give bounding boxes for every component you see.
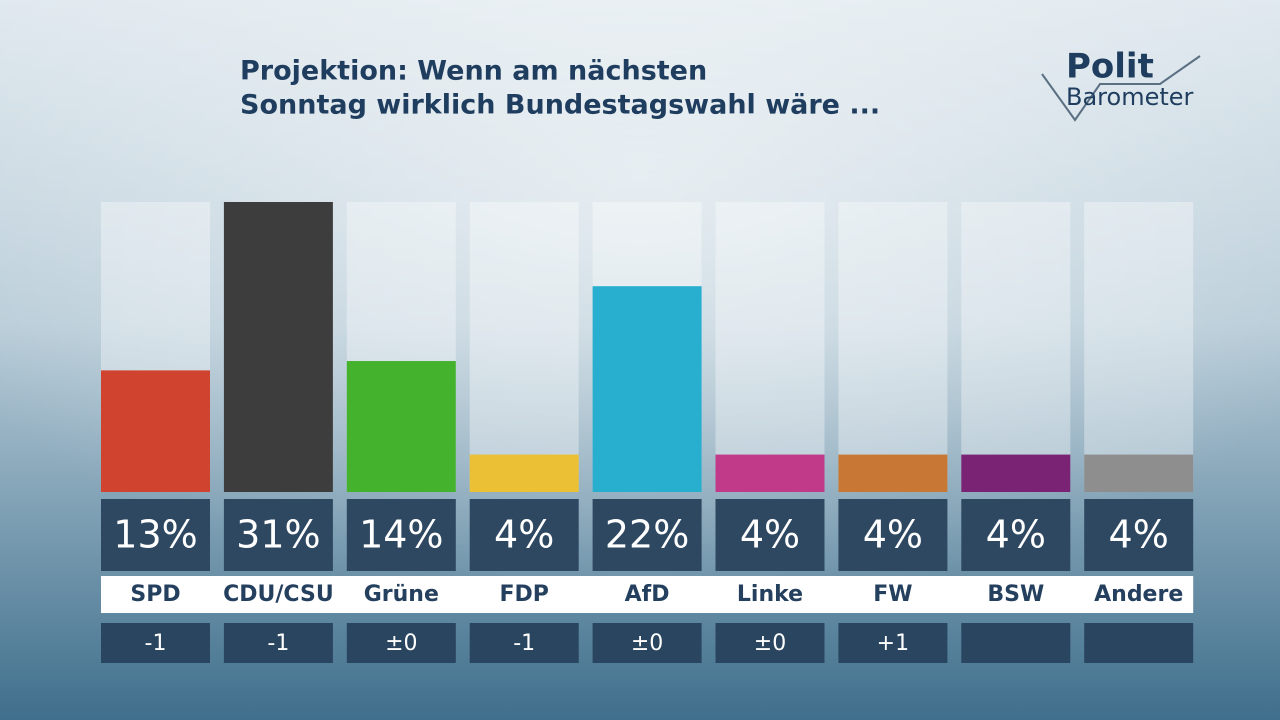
category-label: FW: [873, 582, 912, 607]
category-label: BSW: [987, 582, 1044, 607]
change-label: ±0: [754, 631, 786, 656]
bar: [961, 454, 1071, 492]
column-background: [961, 202, 1071, 492]
bar: [101, 370, 210, 492]
value-box: [715, 499, 825, 571]
value-box: [592, 499, 702, 571]
name-strip: [101, 576, 1194, 613]
category-label: SPD: [130, 582, 180, 607]
bar: [592, 286, 702, 492]
column-background: [715, 202, 825, 492]
value-label: 4%: [1109, 513, 1169, 557]
bar: [469, 454, 579, 492]
logo-check: [1041, 55, 1201, 122]
bar: [838, 454, 948, 492]
value-label: 4%: [986, 513, 1046, 557]
bar: [346, 361, 456, 492]
value-label: 22%: [605, 513, 689, 557]
change-box: [715, 623, 825, 663]
change-label: -1: [513, 631, 535, 656]
change-label: -1: [145, 631, 167, 656]
title-line: Projektion: Wenn am nächsten: [240, 56, 707, 87]
change-box: [469, 623, 579, 663]
value-label: 4%: [494, 513, 554, 557]
logo-text: Polit: [1066, 47, 1154, 87]
change-label: ±0: [631, 631, 663, 656]
value-box: [469, 499, 579, 571]
category-label: Grüne: [364, 582, 439, 607]
change-box: [1084, 623, 1194, 663]
change-box: [592, 623, 702, 663]
value-label: 31%: [236, 513, 320, 557]
value-label: 4%: [740, 513, 800, 557]
category-label: AfD: [625, 582, 670, 607]
value-label: 4%: [863, 513, 923, 557]
column-background: [469, 202, 579, 492]
bar: [1084, 454, 1194, 492]
value-box: [961, 499, 1071, 571]
change-box: [346, 623, 456, 663]
category-label: Andere: [1094, 582, 1183, 607]
value-label: 14%: [359, 513, 443, 557]
value-box: [101, 499, 210, 571]
bar: [715, 454, 825, 492]
column-background: [1084, 202, 1194, 492]
value-box: [346, 499, 456, 571]
title-line: Sonntag wirklich Bundestagswahl wäre ...: [240, 90, 880, 121]
value-box: [1084, 499, 1194, 571]
change-box: [223, 623, 333, 663]
category-label: Linke: [737, 582, 803, 607]
logo-text: Barometer: [1066, 83, 1194, 111]
value-label: 13%: [113, 513, 197, 557]
change-label: -1: [267, 631, 289, 656]
category-label: CDU/CSU: [223, 582, 334, 607]
value-box: [838, 499, 948, 571]
column-background: [838, 202, 948, 492]
bar: [223, 202, 333, 492]
change-label: ±0: [385, 631, 417, 656]
change-box: [838, 623, 948, 663]
value-box: [223, 499, 333, 571]
change-box: [961, 623, 1071, 663]
category-label: FDP: [499, 582, 548, 607]
change-box: [101, 623, 210, 663]
change-label: +1: [877, 631, 909, 656]
